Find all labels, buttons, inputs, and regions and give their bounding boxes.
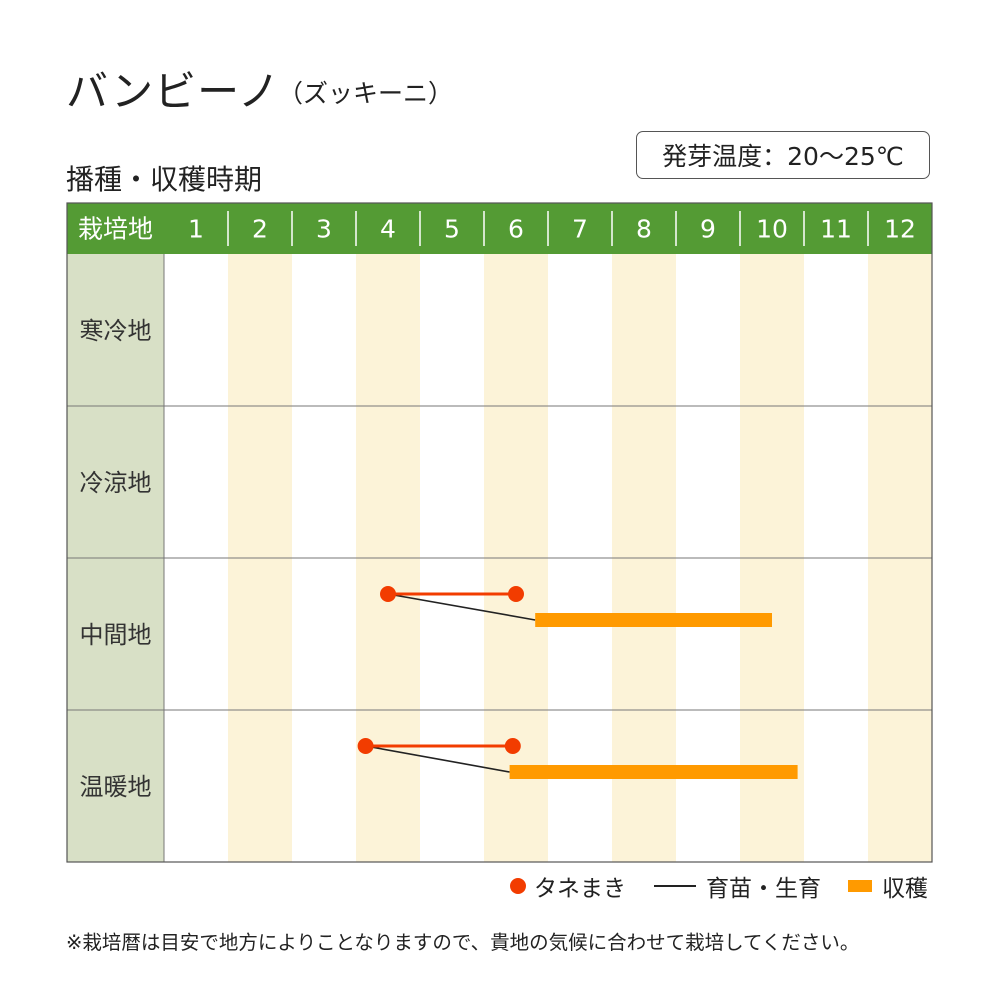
legend-sowing: タネまき — [510, 868, 626, 904]
footnote: ※栽培暦は目安で地方によりことなりますので、貴地の気候に合わせて栽培してください… — [66, 931, 860, 954]
legend-seedling-label: 育苗・生育 — [706, 876, 821, 902]
month-label: 6 — [508, 215, 524, 244]
sowing-start-dot — [380, 586, 396, 602]
legend-sowing-label: タネまき — [534, 876, 626, 902]
month-label: 11 — [820, 215, 852, 244]
harvest-bar — [509, 765, 798, 779]
month-label: 5 — [444, 215, 460, 244]
month-label: 7 — [572, 215, 588, 244]
legend-harvest-label: 収穫 — [882, 876, 928, 902]
region-label: 中間地 — [80, 621, 152, 649]
harvest-bar-icon — [848, 880, 872, 892]
month-label: 3 — [316, 215, 332, 244]
region-label: 温暖地 — [80, 773, 152, 801]
month-label: 1 — [188, 215, 204, 244]
month-label: 9 — [700, 215, 716, 244]
harvest-bar — [535, 613, 772, 627]
header-label: 栽培地 — [78, 215, 153, 244]
legend-seedling: 育苗・生育 — [654, 868, 821, 904]
month-label: 8 — [636, 215, 652, 244]
seedling-line-icon — [654, 885, 696, 887]
table-border — [66, 202, 933, 863]
seedling-line — [365, 745, 510, 773]
region-label: 冷涼地 — [80, 469, 152, 497]
product-subtitle: （ズッキーニ） — [278, 79, 454, 108]
sowing-start-dot — [357, 738, 374, 754]
seedling-line — [387, 593, 536, 621]
header-row — [67, 203, 932, 254]
month-label: 12 — [884, 215, 916, 244]
calendar-heading: 播種・収穫時期 — [66, 163, 263, 196]
month-label: 4 — [380, 215, 396, 244]
germination-temp-box: 発芽温度：20〜25℃ — [636, 131, 930, 179]
month-label: 2 — [252, 215, 268, 244]
product-title: バンビーノ — [66, 67, 281, 116]
region-label: 寒冷地 — [80, 317, 152, 345]
month-label: 10 — [756, 215, 788, 244]
sowing-end-dot — [504, 738, 521, 754]
sowing-end-dot — [508, 586, 524, 602]
legend-harvest: 収穫 — [848, 868, 928, 904]
sowing-dot-icon — [510, 878, 526, 894]
